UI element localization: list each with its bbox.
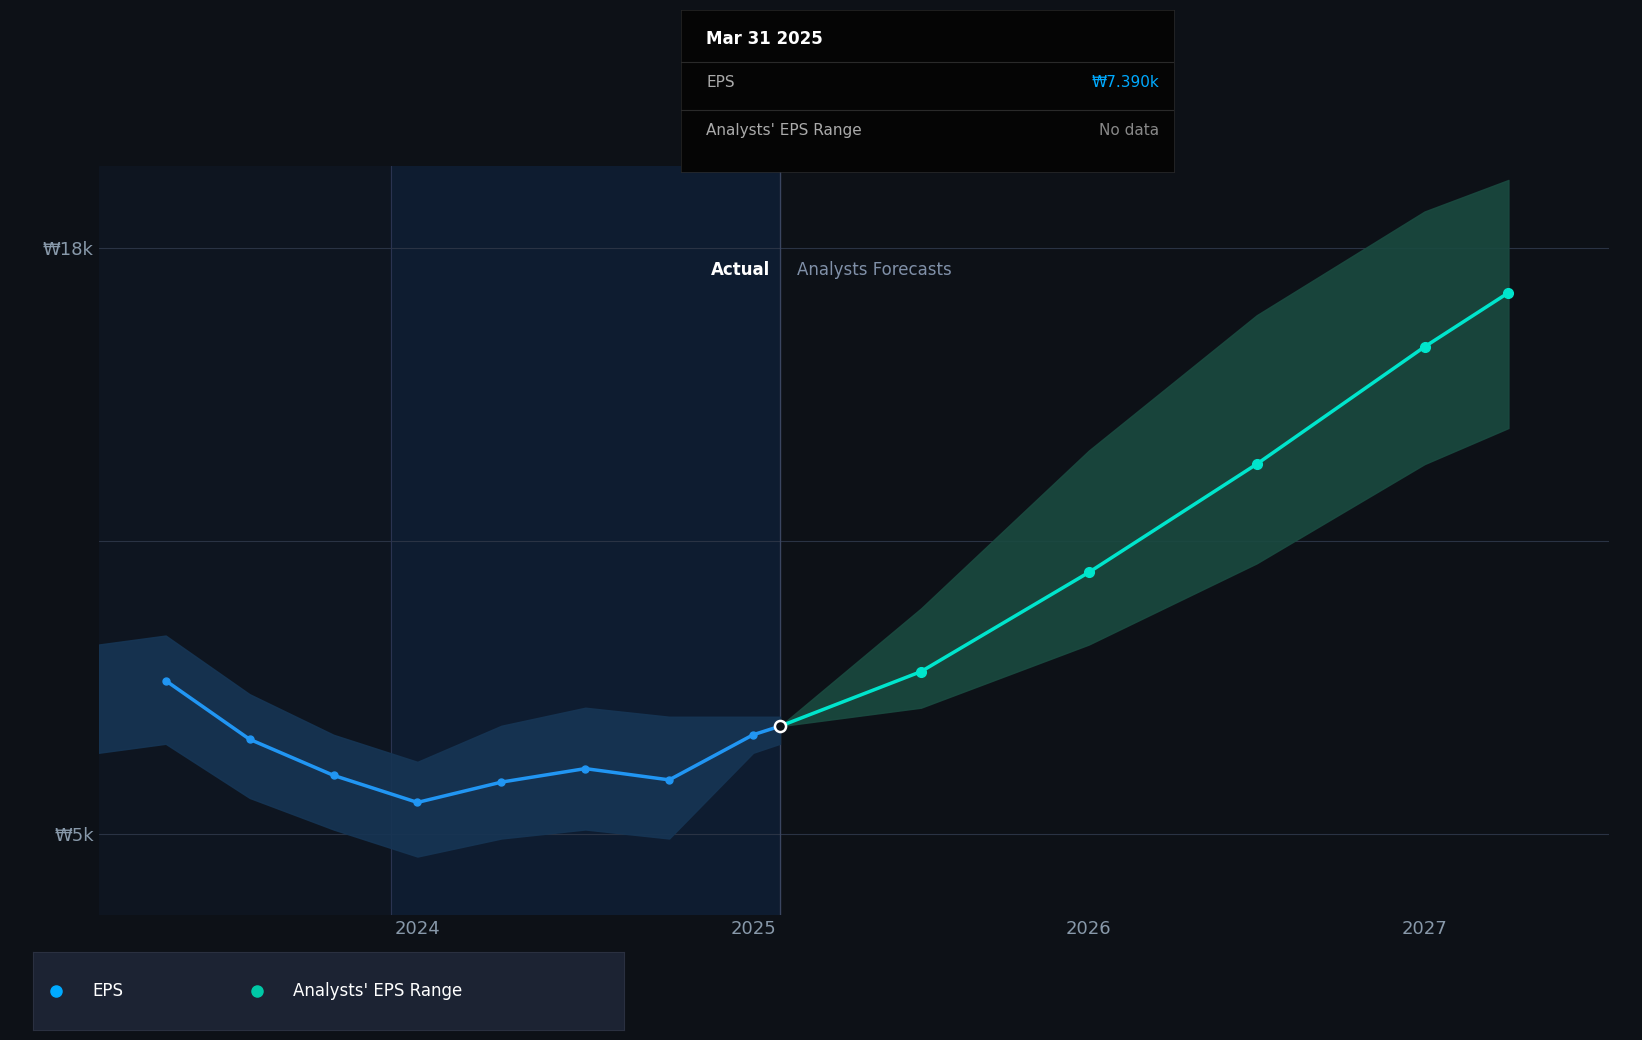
- Bar: [99, 166, 391, 915]
- Text: Actual: Actual: [711, 261, 770, 279]
- Text: Analysts' EPS Range: Analysts' EPS Range: [292, 982, 461, 999]
- Text: Analysts Forecasts: Analysts Forecasts: [796, 261, 951, 279]
- Text: ₩7.390k: ₩7.390k: [1092, 75, 1159, 89]
- Text: Mar 31 2025: Mar 31 2025: [706, 30, 823, 48]
- Text: Analysts' EPS Range: Analysts' EPS Range: [706, 123, 862, 138]
- Text: No data: No data: [1098, 123, 1159, 138]
- Bar: [780, 166, 1609, 915]
- Text: EPS: EPS: [92, 982, 123, 999]
- Text: EPS: EPS: [706, 75, 734, 89]
- Bar: [391, 166, 780, 915]
